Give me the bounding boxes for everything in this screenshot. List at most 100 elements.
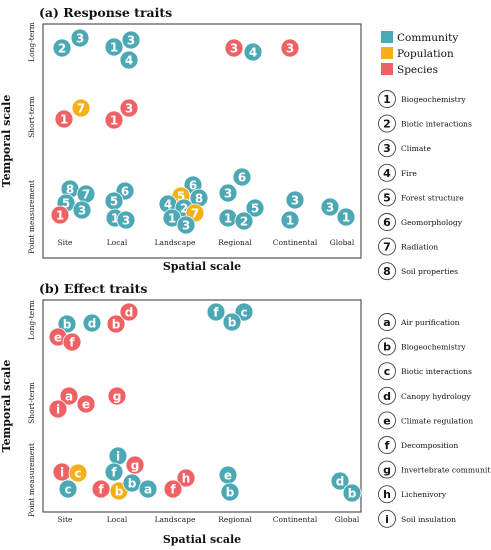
chart-title: (b) Effect traits	[39, 281, 147, 296]
data-point-marker	[336, 207, 356, 227]
data-point: 3	[70, 28, 90, 48]
data-point-symbol: 5	[251, 201, 259, 215]
data-point-marker	[62, 332, 82, 352]
data-point-symbol: 3	[224, 186, 232, 200]
data-point-symbol: e	[224, 468, 232, 482]
data-point: 1	[280, 210, 300, 230]
data-point-marker	[280, 210, 300, 230]
data-point-symbol: b	[115, 484, 124, 498]
data-point-symbol: f	[69, 335, 75, 349]
data-point-marker	[50, 205, 70, 225]
legend-symbol: f	[385, 439, 390, 452]
data-point-marker	[76, 394, 96, 414]
legend-symbol: 4	[383, 167, 391, 180]
data-point: d	[119, 302, 139, 322]
data-point: 7	[71, 98, 91, 118]
data-point-symbol: b	[228, 315, 237, 329]
data-point-marker	[206, 302, 226, 322]
data-point-symbol: 1	[56, 208, 64, 222]
data-point: 3	[176, 215, 196, 235]
data-point-symbol: f	[170, 482, 176, 496]
x-tick-label: Global	[335, 515, 360, 524]
data-point-symbol: b	[226, 485, 235, 499]
y-axis-label: Temporal scale	[0, 360, 13, 453]
data-point: 3	[72, 200, 92, 220]
data-point: 2	[52, 38, 72, 58]
data-point-symbol: 5	[62, 196, 70, 210]
data-point-marker	[138, 479, 158, 499]
plot-frame	[42, 299, 362, 513]
legend-symbol-label: Fire	[401, 169, 417, 178]
data-point: 3	[280, 38, 300, 58]
panel-a-response-traits: (a) Response traits Spatial scale Temporal…	[0, 5, 472, 281]
data-point: 3	[116, 210, 136, 230]
data-point-symbol: 2	[58, 41, 66, 55]
legend-symbol-label: Radiation	[401, 243, 438, 252]
data-point: a	[138, 479, 158, 499]
y-axis-label: Temporal scale	[0, 95, 13, 188]
legend-symbol-label: Climate	[401, 144, 431, 153]
plot-frame	[42, 23, 362, 259]
data-point-marker	[222, 312, 242, 332]
legend-symbol: b	[383, 341, 391, 354]
legend-swatch	[381, 63, 393, 75]
data-point-marker	[234, 211, 254, 231]
legend-symbol-label: Biogeochemistry	[401, 95, 466, 104]
data-point-marker	[119, 50, 139, 70]
data-point-marker	[125, 455, 145, 475]
data-point: f	[206, 302, 226, 322]
data-point-symbol: 8	[66, 182, 74, 196]
x-tick-label: Local	[107, 515, 128, 524]
data-point-marker	[243, 42, 263, 62]
data-point: a	[59, 386, 79, 406]
data-point-symbol: 7	[77, 101, 85, 115]
data-point-symbol: 1	[342, 210, 350, 224]
data-point-marker	[59, 386, 79, 406]
data-point: d	[82, 313, 102, 333]
x-tick-label: Global	[330, 238, 355, 247]
data-point-symbol: 3	[326, 200, 334, 214]
x-tick-label: Continental	[273, 515, 318, 524]
legend-symbol-label: Forest structure	[401, 193, 464, 202]
legend-symbol-label: Invertebrate communities	[401, 466, 491, 475]
legend-symbol-circle	[378, 460, 396, 479]
data-point: c	[58, 479, 78, 499]
legend-symbol-label: Soil insulation	[401, 515, 456, 524]
data-point-marker	[245, 198, 265, 218]
data-point-symbol: 1	[110, 40, 118, 54]
data-point: i	[48, 399, 68, 419]
y-tick-label: Long-term	[27, 300, 36, 340]
data-point: 5	[245, 198, 265, 218]
data-point: f	[104, 462, 124, 482]
data-point-marker	[163, 479, 183, 499]
data-point-symbol: b	[128, 476, 137, 490]
data-point-marker	[104, 37, 124, 57]
legend-symbol: 8	[383, 265, 391, 278]
data-point-symbol: 1	[224, 211, 232, 225]
data-point-symbol: 7	[82, 187, 90, 201]
legend-symbol-label: Canopy hydrology	[401, 392, 471, 401]
data-point-marker	[320, 197, 340, 217]
legend-symbol: 6	[383, 216, 391, 229]
data-point-symbol: 5	[177, 189, 185, 203]
data-point: i	[52, 462, 72, 482]
data-point-marker	[330, 471, 350, 491]
legend-symbol: 3	[383, 142, 391, 155]
data-point-marker	[54, 109, 74, 129]
legend-symbol-circle	[378, 509, 396, 528]
legend-symbol-circle	[378, 362, 396, 381]
x-tick-label: Landscape	[155, 238, 196, 247]
data-point-symbol: 1	[168, 211, 176, 225]
legend-symbol-circle	[378, 436, 396, 454]
data-point-symbol: i	[60, 465, 64, 479]
legend-symbol-circle	[378, 188, 396, 207]
legend-symbol-label: Air purification	[400, 318, 460, 327]
data-point-symbol: 3	[122, 213, 130, 227]
data-point: 5	[104, 191, 124, 211]
legend-symbol: h	[383, 488, 391, 501]
legend-symbol-circle	[378, 114, 396, 133]
data-point: h	[176, 468, 196, 488]
y-tick-label: Point measurement	[27, 180, 36, 254]
y-tick-label: Short-term	[27, 382, 36, 424]
